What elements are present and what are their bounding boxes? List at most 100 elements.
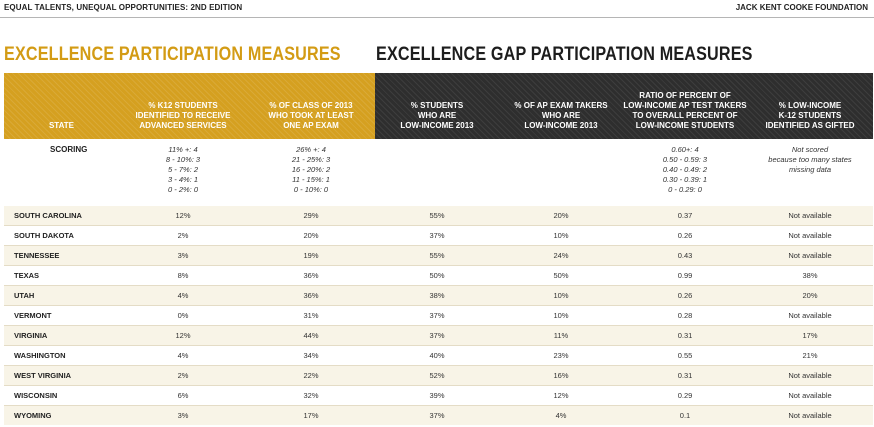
state-name: SOUTH DAKOTA [14,231,74,240]
row-divider [4,305,873,306]
row-divider [4,265,873,266]
page-header: EQUAL TALENTS, UNEQUAL OPPORTUNITIES: 2N… [0,0,874,16]
cell-low-income-ap-takers: 4% [555,411,567,420]
col-header-state: STATE [48,121,75,130]
cell-low-income-students: 52% [429,371,445,380]
table-row: SOUTH CAROLINA 12% 29% 55% 20% 0.37 Not … [4,206,873,225]
cell-low-income-ap-takers: 16% [553,371,569,380]
cell-low-income-students: 50% [429,271,445,280]
cell-low-income-students: 40% [429,351,445,360]
cell-advanced-services: 2% [177,231,189,240]
state-name: VIRGINIA [14,331,48,340]
cell-low-income-ap-takers: 50% [553,271,569,280]
scoring-ap-exam: 26% +: 4 21 - 25%: 3 16 - 20%: 2 11 - 15… [291,145,331,194]
cell-low-income-gifted: Not available [788,391,832,400]
cell-ratio: 0.1 [679,411,691,420]
cell-low-income-ap-takers: 12% [553,391,569,400]
cell-low-income-students: 37% [429,311,445,320]
cell-low-income-students: 37% [429,411,445,420]
header-divider [0,17,874,18]
cell-low-income-gifted: 20% [802,291,818,300]
table-row: SOUTH DAKOTA 2% 20% 37% 10% 0.26 Not ava… [4,226,873,245]
table-row: VERMONT 0% 31% 37% 10% 0.28 Not availabl… [4,306,873,325]
cell-ratio: 0.37 [677,211,693,220]
row-divider [4,405,873,406]
cell-low-income-ap-takers: 10% [553,231,569,240]
cell-advanced-services: 3% [177,251,189,260]
cell-advanced-services: 4% [177,351,189,360]
cell-advanced-services: 8% [177,271,189,280]
cell-advanced-services: 0% [177,311,189,320]
gap-section-title: EXCELLENCE GAP PARTICIPATION MEASURES [376,44,753,65]
organization-name: JACK KENT COOKE FOUNDATION [735,3,868,12]
cell-low-income-gifted: 21% [802,351,818,360]
cell-low-income-students: 37% [429,231,445,240]
table-row: WEST VIRGINIA 2% 22% 52% 16% 0.31 Not av… [4,366,873,385]
row-divider [4,225,873,226]
row-divider [4,245,873,246]
cell-ap-exam: 36% [303,291,319,300]
state-name: WEST VIRGINIA [14,371,72,380]
cell-advanced-services: 12% [175,211,191,220]
state-table-body: SOUTH CAROLINA 12% 29% 55% 20% 0.37 Not … [4,206,873,425]
cell-low-income-gifted: Not available [788,251,832,260]
state-name: WYOMING [14,411,52,420]
participation-header-band: STATE % K12 STUDENTS IDENTIFIED TO RECEI… [4,73,375,139]
cell-low-income-gifted: Not available [788,411,832,420]
cell-ratio: 0.31 [677,331,693,340]
row-divider [4,285,873,286]
cell-advanced-services: 4% [177,291,189,300]
table-row: UTAH 4% 36% 38% 10% 0.26 20% [4,286,873,305]
cell-ap-exam: 44% [303,331,319,340]
table-row: TENNESSEE 3% 19% 55% 24% 0.43 Not availa… [4,246,873,265]
cell-ap-exam: 29% [303,211,319,220]
cell-low-income-ap-takers: 11% [553,331,569,340]
cell-advanced-services: 3% [177,411,189,420]
cell-ap-exam: 20% [303,231,319,240]
scoring-label: SCORING [50,145,88,154]
row-divider [4,325,873,326]
row-divider [4,385,873,386]
cell-ap-exam: 31% [303,311,319,320]
state-name: WISCONSIN [14,391,58,400]
cell-low-income-students: 38% [429,291,445,300]
cell-ratio: 0.28 [677,311,693,320]
participation-section-title: EXCELLENCE PARTICIPATION MEASURES [4,44,341,65]
cell-low-income-students: 55% [429,211,445,220]
state-name: WASHINGTON [14,351,66,360]
cell-low-income-ap-takers: 10% [553,291,569,300]
cell-low-income-ap-takers: 20% [553,211,569,220]
scoring-row: SCORING 11% +: 4 8 - 10%: 3 5 - 7%: 2 3 … [4,139,873,204]
cell-low-income-students: 37% [429,331,445,340]
row-divider [4,365,873,366]
col-header-ap-exam: % OF CLASS OF 2013 WHO TOOK AT LEAST ONE… [268,101,354,130]
cell-low-income-students: 55% [429,251,445,260]
cell-ap-exam: 19% [303,251,319,260]
scoring-advanced-services: 11% +: 4 8 - 10%: 3 5 - 7%: 2 3 - 4%: 1 … [165,145,201,194]
cell-ratio: 0.29 [677,391,693,400]
table-row: VIRGINIA 12% 44% 37% 11% 0.31 17% [4,326,873,345]
state-name: TENNESSEE [14,251,60,260]
row-divider [4,345,873,346]
cell-ap-exam: 36% [303,271,319,280]
scoring-low-income-gifted: Not scored because too many states missi… [768,145,852,174]
cell-low-income-gifted: Not available [788,311,832,320]
cell-ratio: 0.26 [677,231,693,240]
cell-advanced-services: 12% [175,331,191,340]
cell-low-income-students: 39% [429,391,445,400]
state-name: TEXAS [14,271,40,280]
table-row: WASHINGTON 4% 34% 40% 23% 0.55 21% [4,346,873,365]
cell-low-income-ap-takers: 23% [553,351,569,360]
scoring-ratio: 0.60+: 4 0.50 - 0.59: 3 0.40 - 0.49: 2 0… [662,145,708,194]
gap-header-band: % STUDENTS WHO ARE LOW-INCOME 2013 % OF … [375,73,873,139]
col-header-low-income-ap-takers: % OF AP EXAM TAKERS WHO ARE LOW-INCOME 2… [514,101,608,130]
cell-low-income-gifted: Not available [788,231,832,240]
cell-ap-exam: 22% [303,371,319,380]
cell-low-income-gifted: Not available [788,371,832,380]
table-row: WYOMING 3% 17% 37% 4% 0.1 Not available [4,406,873,425]
cell-ratio: 0.99 [677,271,693,280]
col-header-advanced-services: % K12 STUDENTS IDENTIFIED TO RECEIVE ADV… [135,101,231,130]
col-header-low-income-students: % STUDENTS WHO ARE LOW-INCOME 2013 [400,101,474,130]
cell-ratio: 0.26 [677,291,693,300]
cell-ap-exam: 34% [303,351,319,360]
